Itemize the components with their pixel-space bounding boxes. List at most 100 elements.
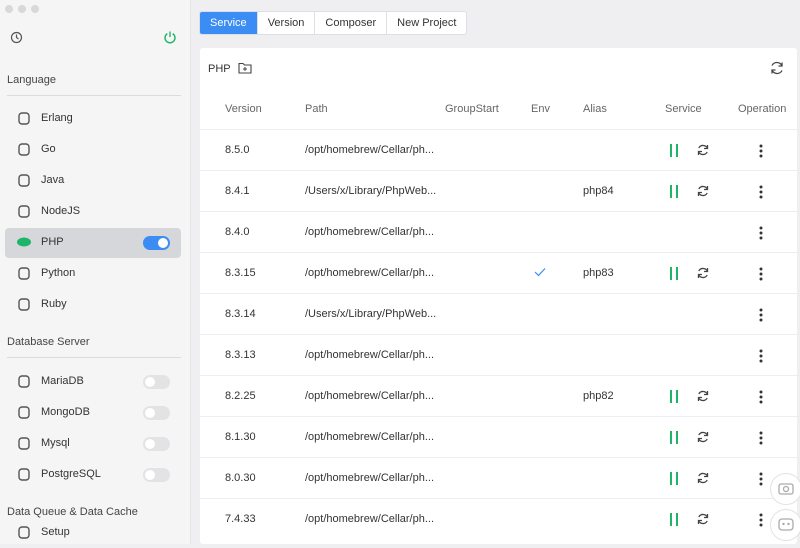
toggle-switch[interactable] xyxy=(143,375,170,389)
restart-service-button[interactable] xyxy=(696,266,710,280)
sidebar-item[interactable]: Setup xyxy=(5,518,181,548)
operation-menu[interactable] xyxy=(759,185,763,199)
pause-bar xyxy=(670,513,672,526)
operation-menu[interactable] xyxy=(759,308,763,322)
restart-service-button[interactable] xyxy=(696,430,710,444)
stop-service-button[interactable] xyxy=(670,431,680,444)
item-label: Mysql xyxy=(41,437,70,449)
stop-service-button[interactable] xyxy=(670,513,680,526)
version-cell: 8.3.15 xyxy=(225,267,256,279)
tab[interactable]: New Project xyxy=(386,12,466,34)
operation-menu[interactable] xyxy=(759,144,763,158)
toggle-switch[interactable] xyxy=(143,468,170,482)
version-cell: 7.4.33 xyxy=(225,513,256,525)
path-cell[interactable]: /opt/homebrew/Cellar/ph... xyxy=(305,349,435,361)
restart-service-button[interactable] xyxy=(696,389,710,403)
operation-menu[interactable] xyxy=(759,226,763,240)
restart-service-button[interactable] xyxy=(696,143,710,157)
sidebar-item[interactable]: Python xyxy=(5,259,181,289)
sidebar-item[interactable]: Ruby xyxy=(5,290,181,320)
operation-menu[interactable] xyxy=(759,349,763,363)
table-row: 7.4.33/opt/homebrew/Cellar/ph... xyxy=(200,498,797,540)
stop-service-button[interactable] xyxy=(670,472,680,485)
item-icon xyxy=(18,437,30,450)
alias-cell: php84 xyxy=(583,185,614,197)
env-check xyxy=(534,268,546,277)
sidebar-item[interactable]: NodeJS xyxy=(5,197,181,227)
sidebar-item[interactable]: MongoDB xyxy=(5,398,181,428)
item-label: PHP xyxy=(41,236,64,248)
operation-menu[interactable] xyxy=(759,390,763,404)
path-cell[interactable]: /opt/homebrew/Cellar/ph... xyxy=(305,226,435,238)
sidebar-item[interactable]: MariaDB xyxy=(5,367,181,397)
screenshot-button[interactable] xyxy=(770,473,800,505)
item-icon xyxy=(18,143,30,156)
column-header: Env xyxy=(531,103,550,115)
path-cell[interactable]: /opt/homebrew/Cellar/ph... xyxy=(305,390,435,402)
item-icon xyxy=(18,112,30,125)
pause-bar xyxy=(670,185,672,198)
power-icon[interactable] xyxy=(163,30,177,44)
alias-cell: php83 xyxy=(583,267,614,279)
toggle-switch[interactable] xyxy=(143,437,170,451)
sidebar-item[interactable]: Java xyxy=(5,166,181,196)
refresh-button[interactable] xyxy=(769,60,785,76)
path-cell[interactable]: /Users/x/Library/PhpWeb... xyxy=(305,308,437,320)
item-icon xyxy=(18,375,30,388)
restart-service-button[interactable] xyxy=(696,184,710,198)
item-icon xyxy=(18,267,30,280)
section-title: Data Queue & Data Cache xyxy=(7,506,138,518)
panel-title: PHP xyxy=(208,63,231,75)
item-label: Setup xyxy=(41,526,70,538)
tab[interactable]: Service xyxy=(200,12,257,34)
stop-service-button[interactable] xyxy=(670,390,680,403)
table-row: 8.2.25/opt/homebrew/Cellar/ph... php82 xyxy=(200,375,797,417)
path-cell[interactable]: /opt/homebrew/Cellar/ph... xyxy=(305,144,435,156)
restart-service-button[interactable] xyxy=(696,471,710,485)
sidebar-item[interactable]: PostgreSQL xyxy=(5,460,181,490)
table-row: 8.3.14/Users/x/Library/PhpWeb... xyxy=(200,293,797,335)
operation-menu[interactable] xyxy=(759,513,763,527)
version-cell: 8.5.0 xyxy=(225,144,250,156)
path-cell[interactable]: /Users/x/Library/PhpWeb... xyxy=(305,185,437,197)
item-icon xyxy=(18,205,30,218)
path-cell[interactable]: /opt/homebrew/Cellar/ph... xyxy=(305,513,435,525)
assistant-button[interactable] xyxy=(770,509,800,541)
operation-menu[interactable] xyxy=(759,472,763,486)
table-row: 8.1.30/opt/homebrew/Cellar/ph... xyxy=(200,416,797,458)
section-divider xyxy=(7,95,181,96)
tab[interactable]: Composer xyxy=(314,12,386,34)
pause-bar xyxy=(670,267,672,280)
item-icon xyxy=(18,526,30,539)
path-cell[interactable]: /opt/homebrew/Cellar/ph... xyxy=(305,431,435,443)
pause-bar xyxy=(670,472,672,485)
path-cell[interactable]: /opt/homebrew/Cellar/ph... xyxy=(305,472,435,484)
item-label: Erlang xyxy=(41,112,73,124)
operation-menu[interactable] xyxy=(759,431,763,445)
open-folder-button[interactable] xyxy=(238,61,252,74)
maximize-button[interactable] xyxy=(31,5,39,13)
stop-service-button[interactable] xyxy=(670,185,680,198)
version-cell: 8.1.30 xyxy=(225,431,256,443)
toggle-knob xyxy=(145,439,155,449)
version-cell: 8.4.0 xyxy=(225,226,250,238)
stop-service-button[interactable] xyxy=(670,267,680,280)
sidebar-item[interactable]: Go xyxy=(5,135,181,165)
item-icon xyxy=(18,174,30,187)
sidebar-item[interactable]: Mysql xyxy=(5,429,181,459)
operation-menu[interactable] xyxy=(759,267,763,281)
restart-service-button[interactable] xyxy=(696,512,710,526)
toggle-switch[interactable] xyxy=(143,406,170,420)
tab[interactable]: Version xyxy=(256,12,315,34)
history-icon[interactable] xyxy=(10,31,23,44)
sidebar-item[interactable]: Erlang xyxy=(5,104,181,134)
stop-service-button[interactable] xyxy=(670,144,680,157)
close-button[interactable] xyxy=(5,5,13,13)
toggle-switch[interactable] xyxy=(143,236,170,250)
path-cell[interactable]: /opt/homebrew/Cellar/ph... xyxy=(305,267,435,279)
section-title: Database Server xyxy=(7,336,90,348)
toggle-knob xyxy=(158,238,168,248)
minimize-button[interactable] xyxy=(18,5,26,13)
sidebar-item[interactable]: PHP xyxy=(5,228,181,258)
